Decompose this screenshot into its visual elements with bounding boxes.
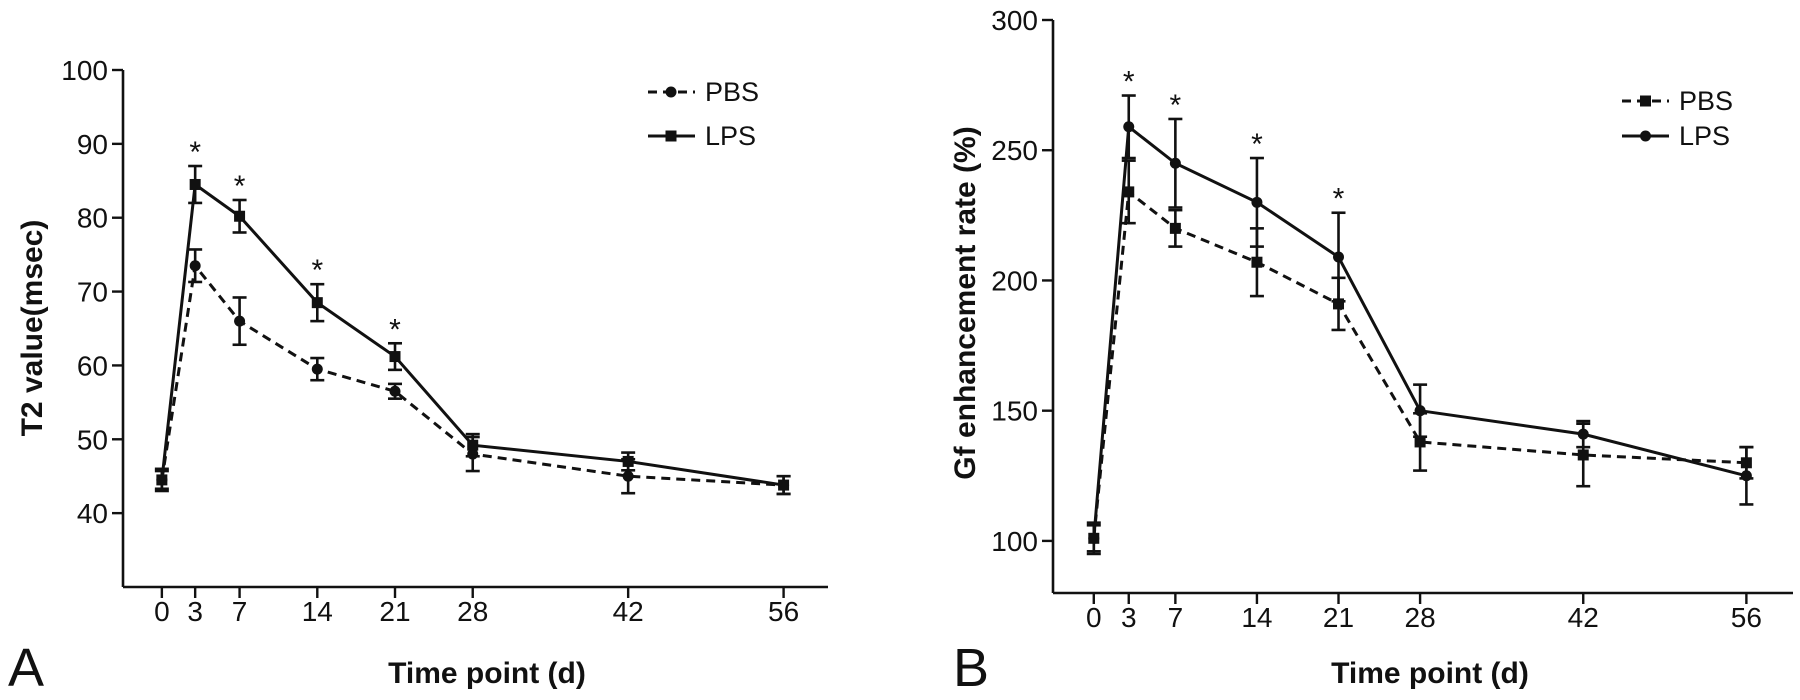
y-tick-label: 150 <box>991 396 1038 427</box>
data-point-lps <box>1123 121 1135 133</box>
y-tick-label: 60 <box>77 350 108 381</box>
significance-asterisk: * <box>1170 89 1182 122</box>
data-point-pbs <box>389 385 401 397</box>
legend: PBS LPS <box>648 77 759 151</box>
x-tick-label: 28 <box>1405 602 1436 633</box>
x-tick-label: 56 <box>768 596 799 627</box>
data-point-pbs <box>189 260 201 272</box>
y-tick-label: 100 <box>991 526 1038 557</box>
data-point-pbs <box>1577 449 1589 461</box>
data-point-pbs <box>1414 436 1426 448</box>
y-tick-label: 300 <box>991 5 1038 36</box>
significance-asterisk: * <box>389 313 401 346</box>
data-point-lps <box>778 479 790 491</box>
legend-marker-pbs <box>1640 95 1651 107</box>
significance-asterisk: * <box>311 254 323 287</box>
series-line-lps <box>160 181 784 487</box>
significance-asterisk: * <box>1251 128 1263 161</box>
series-line-pbs <box>1092 189 1747 539</box>
legend-label-pbs: PBS <box>705 77 759 107</box>
x-tick-label: 3 <box>187 596 203 627</box>
legend-label-lps: LPS <box>1679 121 1730 151</box>
legend-marker-lps <box>1640 130 1651 142</box>
x-tick-label: 14 <box>1241 602 1272 633</box>
x-axis-title: Time point (d) <box>1331 657 1529 690</box>
y-axis-title: T2 value(msec) <box>16 220 49 437</box>
legend: PBS LPS <box>1622 86 1733 151</box>
data-point-pbs <box>1169 222 1181 234</box>
legend-item-lps: LPS <box>1622 121 1730 151</box>
y-tick-label: 40 <box>77 498 108 529</box>
x-axis-title: Time point (d) <box>388 657 586 690</box>
y-tick-label: 90 <box>77 129 108 160</box>
data-point-lps <box>1333 251 1345 263</box>
panel-letter-a: A <box>8 638 44 698</box>
x-tick-label: 21 <box>1323 602 1354 633</box>
x-tick-label: 56 <box>1731 602 1762 633</box>
y-tick-label: 200 <box>991 265 1038 296</box>
data-point-lps <box>311 297 323 309</box>
significance-asterisk: * <box>1333 183 1345 216</box>
chart-panel-a: T2 value(msec) Time point (d) A PBS LPS … <box>8 55 828 698</box>
legend-marker-pbs <box>665 86 677 98</box>
significance-asterisk: * <box>189 136 201 169</box>
data-point-lps <box>234 210 246 222</box>
data-point-lps <box>1088 532 1100 544</box>
data-point-lps <box>389 351 401 363</box>
x-tick-label: 7 <box>1168 602 1184 633</box>
data-point-lps <box>189 178 201 190</box>
y-tick-label: 70 <box>77 277 108 308</box>
data-point-lps <box>1740 470 1752 482</box>
legend-marker-lps <box>665 130 677 142</box>
significance-asterisk: * <box>234 170 246 203</box>
data-point-pbs <box>234 315 246 327</box>
x-tick-label: 42 <box>1568 602 1599 633</box>
y-tick-label: 100 <box>61 55 108 86</box>
x-tick-label: 14 <box>302 596 333 627</box>
data-point-lps <box>156 474 168 486</box>
data-point-pbs <box>1123 186 1135 198</box>
y-tick-label: 250 <box>991 135 1038 166</box>
series-line-pbs <box>160 262 784 487</box>
x-tick-label: 0 <box>1086 602 1102 633</box>
data-point-pbs <box>1251 256 1263 268</box>
x-tick-label: 3 <box>1121 602 1137 633</box>
x-tick-label: 42 <box>613 596 644 627</box>
data-point-lps <box>1577 428 1589 440</box>
y-tick-label: 50 <box>77 424 108 455</box>
y-axis-title: Gf enhancement rate (%) <box>949 126 982 479</box>
data-point-lps <box>1169 157 1181 169</box>
chart-panel-b: Gf enhancement rate (%) Time point (d) B… <box>949 5 1793 698</box>
x-tick-label: 7 <box>232 596 248 627</box>
x-tick-label: 28 <box>457 596 488 627</box>
series-line-lps <box>1092 123 1747 539</box>
x-tick-label: 21 <box>379 596 410 627</box>
data-point-pbs <box>1333 298 1345 310</box>
legend-label-pbs: PBS <box>1679 86 1733 116</box>
data-point-pbs <box>311 363 323 375</box>
data-point-lps <box>622 455 634 467</box>
data-point-pbs <box>622 470 634 482</box>
legend-label-lps: LPS <box>705 121 756 151</box>
legend-item-lps: LPS <box>648 121 756 151</box>
legend-item-pbs: PBS <box>1622 86 1733 116</box>
data-point-lps <box>467 439 479 451</box>
x-tick-label: 0 <box>154 596 170 627</box>
legend-item-pbs: PBS <box>648 77 759 107</box>
significance-asterisk: * <box>1123 66 1135 99</box>
panel-letter-b: B <box>953 638 989 698</box>
y-tick-label: 80 <box>77 203 108 234</box>
data-point-lps <box>1251 196 1263 208</box>
data-point-lps <box>1414 405 1426 417</box>
